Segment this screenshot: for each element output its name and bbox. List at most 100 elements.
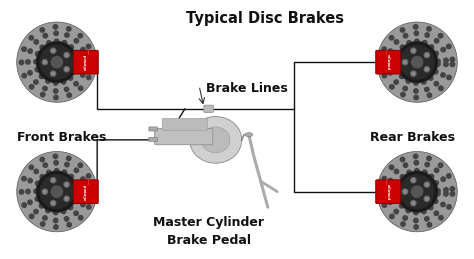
Ellipse shape [411, 178, 416, 183]
Ellipse shape [46, 41, 51, 45]
Ellipse shape [403, 190, 407, 193]
Ellipse shape [382, 47, 386, 51]
Ellipse shape [64, 87, 69, 92]
Ellipse shape [377, 22, 457, 102]
Ellipse shape [74, 168, 79, 172]
Ellipse shape [29, 214, 34, 219]
Ellipse shape [425, 197, 428, 200]
Ellipse shape [382, 203, 387, 207]
Ellipse shape [425, 54, 428, 57]
Ellipse shape [52, 202, 55, 205]
Ellipse shape [35, 67, 39, 72]
Ellipse shape [53, 154, 58, 159]
Ellipse shape [34, 169, 38, 174]
Ellipse shape [403, 61, 407, 64]
Ellipse shape [67, 222, 72, 227]
Ellipse shape [386, 60, 391, 64]
Text: wilwood: wilwood [386, 184, 390, 200]
Ellipse shape [22, 203, 27, 207]
Ellipse shape [415, 39, 419, 44]
Ellipse shape [382, 176, 386, 181]
Ellipse shape [39, 204, 44, 208]
Ellipse shape [68, 76, 73, 80]
Ellipse shape [425, 217, 429, 221]
Ellipse shape [389, 165, 394, 169]
Ellipse shape [414, 161, 419, 165]
Ellipse shape [382, 73, 387, 78]
Ellipse shape [450, 187, 455, 191]
Ellipse shape [377, 152, 457, 232]
Ellipse shape [411, 200, 416, 206]
Ellipse shape [39, 74, 44, 78]
Ellipse shape [40, 45, 74, 79]
Ellipse shape [421, 209, 426, 214]
Ellipse shape [390, 214, 394, 219]
Ellipse shape [51, 186, 63, 197]
Ellipse shape [424, 196, 429, 201]
Ellipse shape [439, 86, 443, 90]
Ellipse shape [425, 33, 429, 37]
Ellipse shape [62, 40, 67, 45]
Ellipse shape [19, 60, 24, 64]
Ellipse shape [434, 211, 438, 215]
Ellipse shape [43, 163, 47, 167]
Ellipse shape [433, 199, 438, 204]
Ellipse shape [403, 86, 407, 91]
Text: Typical Disc Brakes: Typical Disc Brakes [186, 11, 345, 26]
Ellipse shape [75, 189, 80, 193]
Ellipse shape [22, 73, 27, 78]
Ellipse shape [414, 89, 418, 93]
Ellipse shape [402, 60, 408, 65]
Ellipse shape [74, 82, 78, 86]
Ellipse shape [34, 209, 38, 214]
Ellipse shape [41, 92, 45, 97]
Ellipse shape [46, 79, 50, 83]
Ellipse shape [424, 182, 429, 187]
Ellipse shape [69, 174, 73, 179]
Ellipse shape [450, 62, 455, 67]
Ellipse shape [403, 216, 407, 220]
Ellipse shape [427, 93, 432, 97]
Ellipse shape [403, 163, 408, 167]
Ellipse shape [414, 218, 418, 223]
Ellipse shape [43, 216, 47, 220]
Ellipse shape [401, 28, 405, 32]
Ellipse shape [447, 44, 451, 49]
Ellipse shape [55, 169, 59, 173]
Ellipse shape [40, 175, 74, 208]
Ellipse shape [42, 189, 47, 194]
Ellipse shape [87, 75, 91, 80]
Ellipse shape [434, 51, 438, 56]
Ellipse shape [61, 80, 66, 84]
Ellipse shape [65, 33, 69, 37]
Ellipse shape [42, 60, 47, 65]
Ellipse shape [86, 174, 91, 178]
Ellipse shape [425, 183, 428, 186]
Ellipse shape [411, 48, 416, 53]
Ellipse shape [52, 179, 55, 182]
Ellipse shape [26, 189, 30, 194]
Ellipse shape [425, 162, 429, 167]
Ellipse shape [51, 200, 56, 206]
Ellipse shape [447, 75, 451, 80]
FancyBboxPatch shape [149, 137, 157, 141]
FancyBboxPatch shape [204, 105, 213, 112]
Ellipse shape [441, 47, 446, 52]
Ellipse shape [54, 225, 58, 229]
Text: wilwood: wilwood [84, 184, 88, 200]
Ellipse shape [427, 222, 432, 227]
FancyBboxPatch shape [73, 50, 98, 74]
Ellipse shape [52, 49, 55, 52]
Ellipse shape [441, 202, 445, 207]
Ellipse shape [438, 163, 443, 168]
Ellipse shape [28, 200, 32, 205]
Text: wilwood: wilwood [386, 54, 390, 70]
Ellipse shape [19, 190, 24, 194]
Ellipse shape [429, 174, 434, 179]
Ellipse shape [64, 182, 69, 187]
Text: Master Cylinder: Master Cylinder [153, 216, 264, 229]
Ellipse shape [427, 156, 431, 161]
Ellipse shape [51, 48, 56, 53]
Ellipse shape [413, 154, 418, 159]
Ellipse shape [74, 211, 78, 215]
